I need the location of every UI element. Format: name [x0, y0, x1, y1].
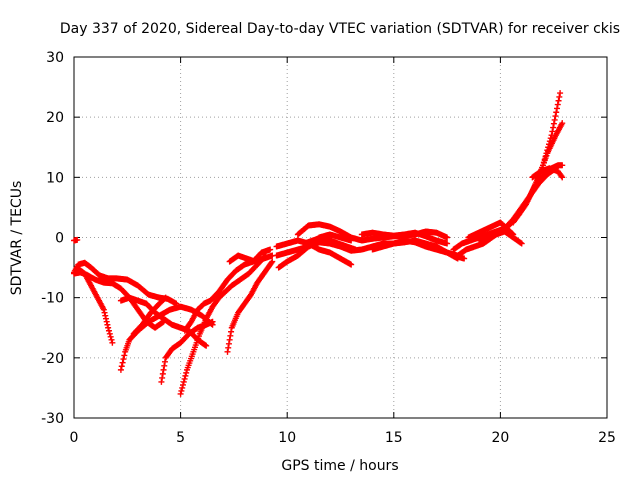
data-point — [352, 246, 359, 253]
data-point — [104, 321, 111, 328]
x-tick-label: 25 — [598, 430, 616, 446]
chart-title: Day 337 of 2020, Sidereal Day-to-day VTE… — [60, 21, 620, 37]
data-point — [228, 328, 235, 335]
data-point — [118, 363, 125, 370]
data-point — [117, 366, 124, 373]
data-point — [269, 258, 276, 265]
data-point — [461, 255, 468, 262]
data-point — [74, 236, 81, 243]
series-arc-27 — [535, 162, 566, 184]
data-point — [226, 336, 233, 343]
data-point — [161, 362, 168, 369]
data-point — [549, 128, 556, 135]
data-point — [554, 101, 561, 108]
data-point — [559, 174, 566, 181]
series-arc-07 — [130, 294, 169, 337]
data-point — [550, 124, 557, 131]
data-point — [552, 113, 559, 120]
data-point — [162, 294, 169, 301]
x-tick-label: 20 — [491, 430, 509, 446]
data-point — [556, 93, 563, 100]
series-arc-18 — [358, 229, 451, 247]
x-tick-label: 10 — [278, 430, 296, 446]
data-point — [558, 173, 565, 180]
y-tick-label: -20 — [41, 351, 64, 367]
data-point — [108, 336, 115, 343]
data-point — [159, 370, 166, 377]
data-point — [119, 359, 126, 366]
series-arc-01 — [71, 236, 81, 244]
x-tick-label: 0 — [70, 430, 79, 446]
data-point — [203, 342, 210, 349]
x-axis-ticks: 0 5 10 15 20 25 — [70, 57, 616, 446]
data-point — [559, 162, 566, 169]
data-point — [103, 318, 110, 325]
data-point — [348, 261, 355, 268]
data-point — [160, 366, 167, 373]
series-arc-17 — [301, 234, 359, 253]
data-point — [444, 240, 451, 247]
data-point — [183, 369, 190, 376]
data-point — [106, 330, 113, 337]
data-point — [105, 324, 112, 331]
x-axis-label: GPS time / hours — [281, 458, 398, 474]
series-arc-12 — [226, 252, 276, 265]
x-tick-label: 5 — [176, 430, 185, 446]
data-point — [161, 295, 168, 302]
data-point — [444, 234, 451, 241]
x-tick-label: 15 — [385, 430, 403, 446]
data-point — [121, 352, 128, 359]
data-point — [551, 116, 558, 123]
data-point — [101, 309, 108, 316]
data-point — [227, 332, 234, 339]
series-arc-09 — [177, 252, 269, 397]
y-tick-label: -30 — [41, 411, 64, 427]
y-tick-label: 0 — [55, 231, 64, 247]
data-point — [105, 327, 112, 334]
series-arc-04 — [71, 269, 167, 331]
data-point — [102, 312, 109, 319]
y-axis-label: SDTVAR / TECUs — [9, 181, 25, 296]
data-point — [224, 348, 231, 355]
data-point — [177, 390, 184, 397]
data-point — [120, 356, 127, 363]
data-point — [555, 97, 562, 104]
series-arc-10 — [181, 246, 274, 334]
data-point — [109, 339, 116, 346]
data-point — [557, 90, 564, 97]
data-point — [178, 387, 185, 394]
data-point — [179, 381, 186, 388]
data-point — [209, 318, 216, 325]
y-tick-label: -10 — [41, 291, 64, 307]
series-arc-23 — [465, 219, 517, 241]
data-point — [180, 378, 187, 385]
data-point — [100, 306, 107, 313]
data-point — [225, 344, 232, 351]
data-point — [559, 120, 566, 127]
data-points — [71, 90, 566, 397]
y-tick-label: 30 — [46, 50, 64, 66]
series-arc-24 — [476, 228, 525, 247]
data-point — [181, 375, 188, 382]
data-point — [161, 358, 168, 365]
data-point — [268, 259, 275, 266]
y-axis-ticks: -30 -20 -10 0 10 20 30 — [41, 50, 607, 427]
series-arc-19 — [369, 237, 461, 262]
data-point — [102, 315, 109, 322]
series-arc-11 — [224, 258, 276, 355]
data-point — [159, 374, 166, 381]
data-point — [179, 384, 186, 391]
data-point — [550, 120, 557, 127]
data-point — [553, 109, 560, 116]
y-tick-label: 20 — [46, 110, 64, 126]
data-point — [158, 378, 165, 385]
data-point — [553, 105, 560, 112]
data-point — [182, 372, 189, 379]
y-tick-label: 10 — [46, 170, 64, 186]
data-point — [267, 246, 274, 253]
data-point — [107, 333, 114, 340]
data-point — [225, 340, 232, 347]
data-point — [518, 240, 525, 247]
